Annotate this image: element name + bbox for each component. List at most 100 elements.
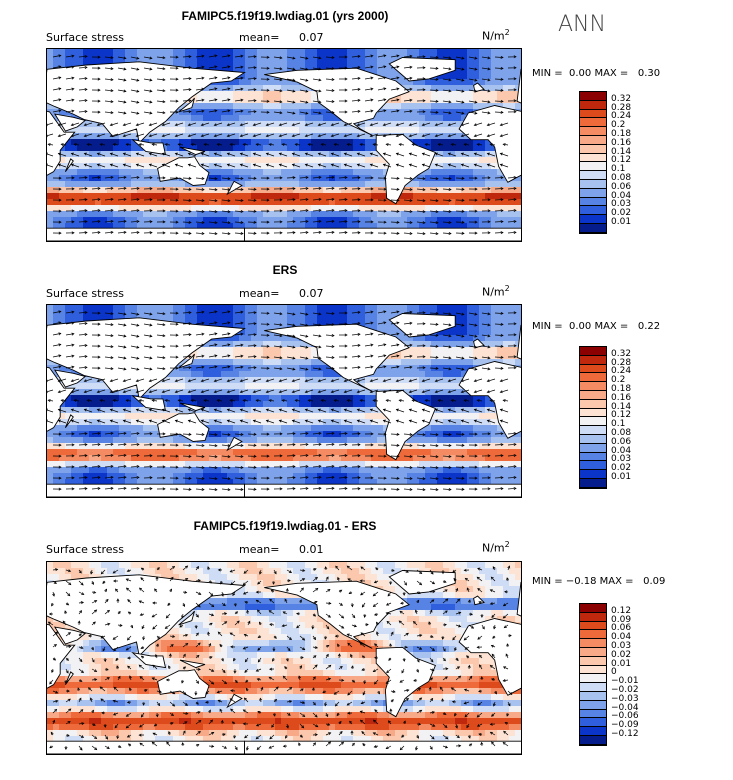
colorbar-swatch [580,621,606,631]
mean-label: mean= [239,287,280,300]
colorbar-tick-label: 0.06 [611,623,632,634]
colorbar-tick-label: −0.12 [611,729,639,739]
colorbar-tick-label: 0.01 [611,217,632,227]
colorbar-tick-label: −0.09 [611,720,639,731]
panel-title: ERS [272,263,298,277]
panel-title: FAMIPC5.f19f19.lwdiag.01 (yrs 2000) [181,9,389,23]
colorbar-tick-label: 0.02 [611,649,632,660]
colorbar-swatch [580,727,606,736]
colorbar-tick-label: 0.1 [611,164,626,175]
colorbar-swatch [580,100,606,110]
colorbar-tick-label: 0.06 [611,181,632,192]
colorbar-swatch [580,171,606,180]
map-canvas [47,305,521,497]
min-max-readout: MIN = 0.00 MAX = 0.30 [532,68,661,79]
colorbar-tick-label: 0.1 [611,419,626,430]
colorbar-tick-label: 0.2 [611,120,626,131]
colorbar-tick-label: 0.14 [611,146,632,157]
colorbar-swatch [580,118,606,128]
colorbar [579,603,607,746]
colorbar-swatch [580,639,606,648]
colorbar-tick-label: 0.09 [611,614,632,625]
colorbar-tick-label: 0.16 [611,392,632,403]
colorbar-tick-label: 0.32 [611,93,632,104]
colorbar-swatch [580,470,606,479]
land-mask [47,57,521,241]
colorbar-swatch [580,691,606,701]
map-plot [46,48,522,242]
min-max-readout: MIN = −0.18 MAX = 0.09 [532,576,666,587]
colorbar-swatch [580,162,606,172]
colorbar-swatch [580,399,606,409]
colorbar-swatch [580,630,606,640]
colorbar-swatch [580,382,606,391]
colorbar-swatch [580,153,606,163]
colorbar-swatch [580,188,606,198]
mean-value: 0.07 [299,31,324,44]
colorbar-swatch [580,135,606,145]
colorbar-tick-label: 0.04 [611,190,632,201]
colorbar-tick-label: 0.03 [611,454,632,465]
colorbar-swatch [580,144,606,154]
colorbar-swatch [580,426,606,435]
colorbar-tick-label: 0.01 [611,658,632,669]
colorbar-swatch [580,735,606,745]
colorbar-swatch [580,612,606,622]
colorbar-swatch [580,215,606,224]
colorbar-tick-label: 0.08 [611,428,632,438]
colorbar-swatch [580,364,606,374]
colorbar-tick-label: 0.03 [611,641,632,651]
colorbar-swatch [580,443,606,453]
land-mask [47,313,521,497]
colorbar-swatch [580,92,606,101]
colorbar-tick-label: 0.12 [611,155,632,166]
units-label: N/m2 [482,284,510,299]
colorbar [579,346,607,489]
colorbar-swatch [580,674,606,684]
colorbar-tick-label: 0.16 [611,137,632,148]
min-max-readout: MIN = 0.00 MAX = 0.22 [532,321,661,332]
season-label: ANN [558,12,606,37]
colorbar-tick-label: 0.18 [611,384,632,394]
colorbar-tick-label: 0.24 [611,366,632,377]
colorbar-swatch [580,355,606,365]
colorbar-tick-label: −0.06 [611,711,639,722]
colorbar-swatch [580,665,606,675]
colorbar-swatch [580,197,606,207]
colorbar-tick-label: −0.01 [611,676,639,687]
colorbar-swatch [580,647,606,657]
wind-stress-vectors [47,310,517,492]
colorbar [579,91,607,234]
colorbar-tick-label: −0.03 [611,693,639,704]
colorbar-swatch [580,223,606,233]
colorbar-tick-label: 0.2 [611,375,626,386]
colorbar-tick-label: 0.06 [611,436,632,447]
colorbar-swatch [580,373,606,383]
colorbar-swatch [580,604,606,613]
colorbar-swatch [580,478,606,488]
wind-stress-vectors [47,565,513,751]
map-plot [46,304,522,498]
colorbar-tick-label: 0.28 [611,102,632,113]
colorbar-swatch [580,709,606,719]
panel-title: FAMIPC5.f19f19.lwdiag.01 - ERS [193,519,377,533]
colorbar-swatch [580,179,606,189]
colorbar-tick-label: 0.01 [611,472,632,482]
colorbar-tick-label: 0.03 [611,199,632,210]
colorbar-tick-label: 0.02 [611,463,632,474]
colorbar-swatch [580,417,606,427]
map-canvas [47,562,521,754]
mean-value: 0.01 [299,543,324,556]
variable-label: Surface stress [46,543,124,556]
colorbar-tick-label: 0.12 [611,605,632,616]
colorbar-swatch [580,434,606,444]
mean-value: 0.07 [299,287,324,300]
colorbar-tick-label: 0.18 [611,129,632,139]
colorbar-tick-label: 0.08 [611,173,632,183]
colorbar-tick-label: 0.04 [611,445,632,456]
units-label: N/m2 [482,28,510,43]
colorbar-tick-label: 0.04 [611,632,632,643]
colorbar-tick-label: 0.12 [611,410,632,421]
colorbar-swatch [580,206,606,216]
